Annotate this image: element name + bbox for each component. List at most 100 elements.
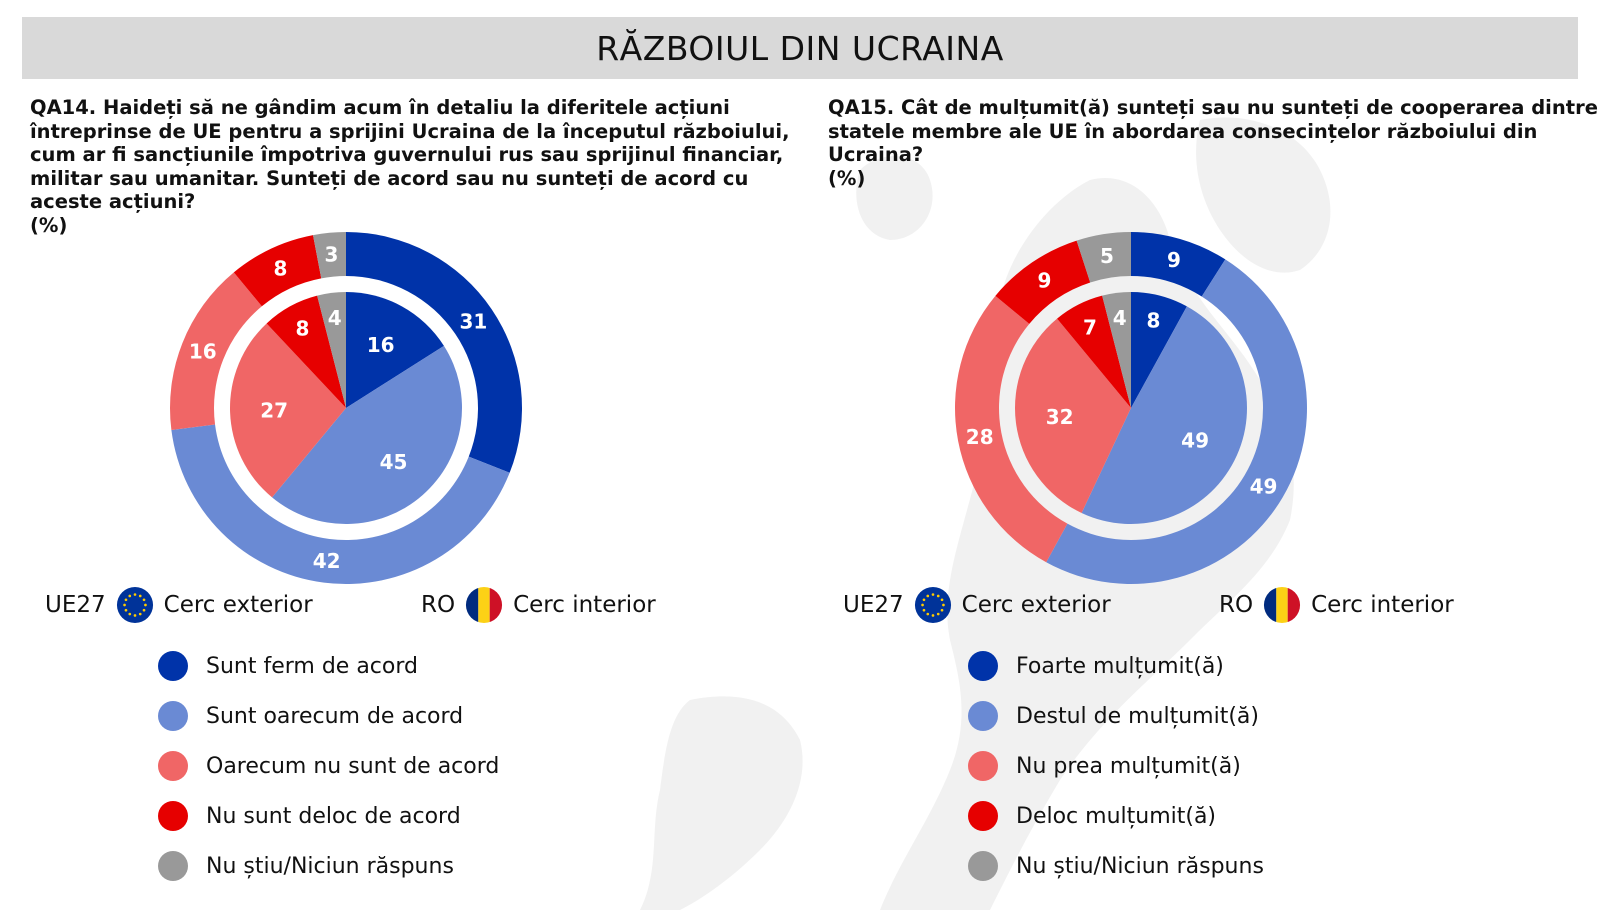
inner-slice-5 bbox=[1102, 292, 1131, 408]
outer-slice-1 bbox=[346, 232, 522, 473]
title-bar: RĂZBOIUL DIN UCRAINA bbox=[22, 17, 1578, 79]
outer-slice-3 bbox=[955, 295, 1068, 563]
inner-slice-4 bbox=[1057, 295, 1131, 408]
legend-label: Deloc mulțumit(ă) bbox=[1016, 803, 1217, 829]
outer-slice-3 bbox=[170, 272, 262, 431]
legend-swatch bbox=[158, 751, 188, 781]
inner-value-label-2: 49 bbox=[1181, 429, 1209, 453]
outer-value-label-3: 16 bbox=[189, 339, 217, 363]
outer-slice-5 bbox=[1076, 232, 1131, 283]
legend-item: Nu sunt deloc de acord bbox=[158, 791, 499, 841]
ro-circle-label: Cerc interior bbox=[513, 592, 656, 618]
outer-slice-2 bbox=[1046, 259, 1308, 585]
legend-swatch bbox=[158, 651, 188, 681]
inner-value-label-5: 4 bbox=[1113, 306, 1127, 330]
inner-slice-1 bbox=[346, 292, 444, 408]
page-title: RĂZBOIUL DIN UCRAINA bbox=[596, 28, 1004, 68]
ro-code: RO bbox=[1219, 592, 1254, 618]
outer-value-label-3: 28 bbox=[966, 425, 994, 449]
legend-label: Nu știu/Niciun răspuns bbox=[206, 853, 454, 879]
question-label: QA14. Haideți să ne gândim acum în detal… bbox=[30, 96, 790, 213]
eu-code: UE27 bbox=[45, 592, 106, 618]
legend-item: Deloc mulțumit(ă) bbox=[968, 791, 1264, 841]
outer-slice-5 bbox=[313, 232, 346, 279]
outer-slice-4 bbox=[233, 235, 322, 307]
circles-legend: UE27 Cerc exterior RO bbox=[843, 583, 1543, 627]
legend-label: Destul de mulțumit(ă) bbox=[1016, 703, 1259, 729]
ro-code: RO bbox=[421, 592, 456, 618]
legend-item: Nu prea mulțumit(ă) bbox=[968, 741, 1264, 791]
outer-value-label-5: 5 bbox=[1100, 244, 1114, 268]
question-text: QA15. Cât de mulțumit(ă) sunteți sau nu … bbox=[828, 96, 1598, 190]
inner-slice-4 bbox=[266, 295, 346, 408]
legend-item: Sunt oarecum de acord bbox=[158, 691, 499, 741]
donut-chart: 9 49 28 9 5 8 49 32 7 4 bbox=[955, 232, 1308, 585]
panel-qa14: QA14. Haideți să ne gândim acum în detal… bbox=[30, 96, 820, 906]
eu-circle-label: Cerc exterior bbox=[163, 592, 313, 618]
outer-slice-1 bbox=[1131, 232, 1226, 297]
legend-label: Nu prea mulțumit(ă) bbox=[1016, 753, 1241, 779]
outer-circle-legend: UE27 Cerc exterior bbox=[843, 583, 1111, 627]
legend-item: Oarecum nu sunt de acord bbox=[158, 741, 499, 791]
romania-flag-icon bbox=[1264, 586, 1301, 624]
inner-value-label-5: 4 bbox=[328, 306, 342, 330]
question-label: QA15. Cât de mulțumit(ă) sunteți sau nu … bbox=[828, 96, 1598, 166]
legend-swatch bbox=[158, 801, 188, 831]
unit-label: (%) bbox=[30, 213, 68, 237]
outer-value-label-2: 42 bbox=[313, 549, 341, 573]
legend-swatch bbox=[968, 851, 998, 881]
legend-item: Nu știu/Niciun răspuns bbox=[158, 841, 499, 891]
ro-circle-label: Cerc interior bbox=[1311, 592, 1454, 618]
eu-flag-icon bbox=[914, 586, 951, 624]
unit-label: (%) bbox=[828, 166, 866, 190]
outer-slice-2 bbox=[171, 424, 510, 584]
legend: Sunt ferm de acord Sunt oarecum de acord… bbox=[158, 641, 499, 891]
legend-swatch bbox=[968, 701, 998, 731]
outer-value-label-2: 49 bbox=[1250, 474, 1278, 498]
inner-value-label-3: 27 bbox=[260, 398, 288, 422]
romania-flag-icon bbox=[466, 586, 503, 624]
outer-value-label-1: 9 bbox=[1167, 248, 1181, 272]
legend-label: Foarte mulțumit(ă) bbox=[1016, 653, 1224, 679]
outer-slice-4 bbox=[995, 240, 1091, 324]
legend-swatch bbox=[968, 751, 998, 781]
outer-circle-legend: UE27 Cerc exterior bbox=[45, 583, 313, 627]
inner-slice-5 bbox=[317, 292, 346, 408]
eu-flag-icon bbox=[116, 586, 153, 624]
circles-legend: UE27 Cerc exterior RO bbox=[45, 583, 745, 627]
inner-circle-legend: RO Cerc interior bbox=[421, 583, 656, 627]
inner-circle-legend: RO Cerc interior bbox=[1219, 583, 1454, 627]
legend-label: Oarecum nu sunt de acord bbox=[206, 753, 500, 779]
outer-value-label-1: 31 bbox=[459, 309, 487, 333]
legend-item: Sunt ferm de acord bbox=[158, 641, 499, 691]
question-text: QA14. Haideți să ne gândim acum în detal… bbox=[30, 96, 800, 237]
inner-slice-1 bbox=[1131, 292, 1187, 408]
outer-value-label-5: 3 bbox=[325, 243, 339, 267]
legend-swatch bbox=[968, 801, 998, 831]
legend-item: Foarte mulțumit(ă) bbox=[968, 641, 1264, 691]
eu-code: UE27 bbox=[843, 592, 904, 618]
legend-swatch bbox=[158, 851, 188, 881]
legend-swatch bbox=[968, 651, 998, 681]
legend: Foarte mulțumit(ă) Destul de mulțumit(ă)… bbox=[968, 641, 1264, 891]
inner-slice-3 bbox=[1015, 318, 1131, 513]
inner-value-label-3: 32 bbox=[1046, 405, 1074, 429]
outer-value-label-4: 9 bbox=[1037, 269, 1051, 293]
inner-slice-2 bbox=[272, 345, 462, 524]
legend-label: Nu sunt deloc de acord bbox=[206, 803, 461, 829]
inner-value-label-4: 7 bbox=[1083, 315, 1097, 339]
inner-value-label-4: 8 bbox=[295, 317, 309, 341]
legend-item: Nu știu/Niciun răspuns bbox=[968, 841, 1264, 891]
legend-label: Sunt oarecum de acord bbox=[206, 703, 464, 729]
inner-value-label-2: 45 bbox=[380, 450, 408, 474]
legend-swatch bbox=[158, 701, 188, 731]
inner-value-label-1: 16 bbox=[367, 333, 395, 357]
inner-slice-3 bbox=[230, 323, 346, 498]
legend-item: Destul de mulțumit(ă) bbox=[968, 691, 1264, 741]
inner-slice-2 bbox=[1081, 306, 1247, 524]
legend-label: Sunt ferm de acord bbox=[206, 653, 418, 679]
inner-value-label-1: 8 bbox=[1147, 308, 1161, 332]
panel-qa15: QA15. Cât de mulțumit(ă) sunteți sau nu … bbox=[828, 96, 1600, 906]
eu-circle-label: Cerc exterior bbox=[961, 592, 1111, 618]
